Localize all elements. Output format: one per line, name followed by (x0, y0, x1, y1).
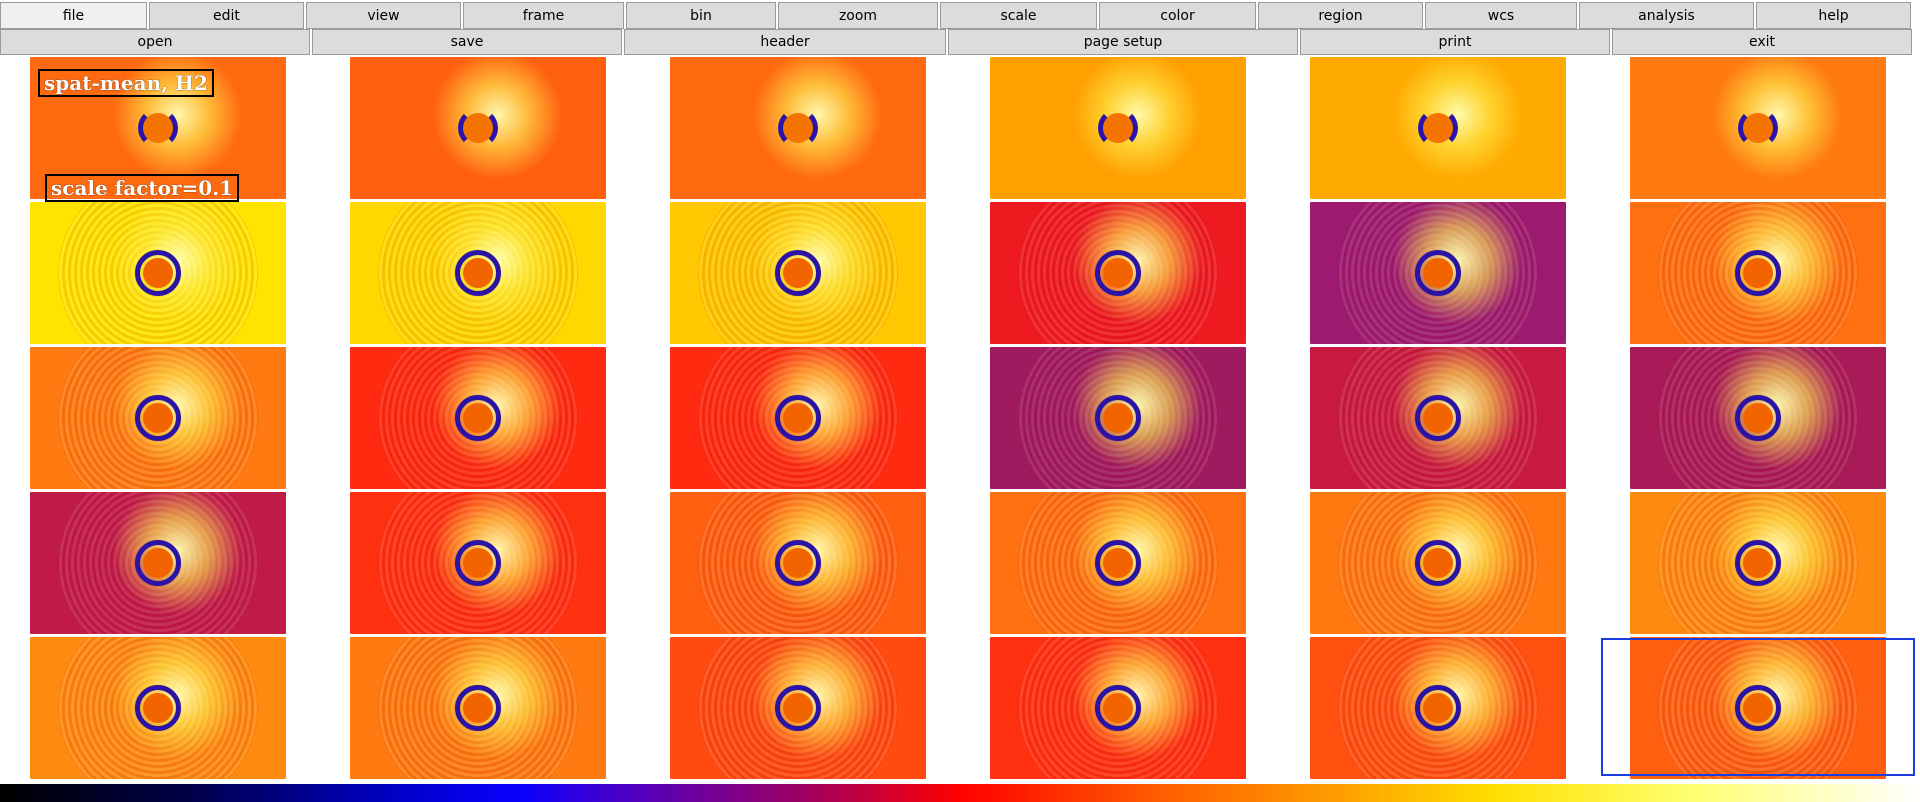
image-frame[interactable] (990, 492, 1246, 634)
menu-region[interactable]: region (1258, 2, 1423, 29)
colorbar[interactable] (0, 784, 1920, 802)
print-button[interactable]: print (1300, 29, 1610, 55)
image-frame[interactable] (990, 57, 1246, 199)
frame-title-label: spat-mean, H2 (38, 69, 214, 97)
image-frame[interactable] (1310, 492, 1566, 634)
image-frame[interactable] (1310, 637, 1566, 779)
image-frame[interactable] (30, 202, 286, 344)
image-frame[interactable] (350, 57, 606, 199)
image-frame[interactable] (350, 202, 606, 344)
image-frame[interactable] (1630, 492, 1886, 634)
menu-view[interactable]: view (306, 2, 461, 29)
menu-analysis[interactable]: analysis (1579, 2, 1754, 29)
open-button[interactable]: open (0, 29, 310, 55)
menu-help[interactable]: help (1756, 2, 1911, 29)
image-frame[interactable] (350, 637, 606, 779)
image-frame[interactable] (30, 637, 286, 779)
buttonbar: open save header page setup print exit (0, 29, 1920, 55)
image-frame[interactable] (990, 202, 1246, 344)
image-frame[interactable] (670, 347, 926, 489)
selected-frame-outline (1601, 638, 1915, 776)
menu-bin[interactable]: bin (626, 2, 776, 29)
menu-zoom[interactable]: zoom (778, 2, 938, 29)
image-frame[interactable] (1310, 347, 1566, 489)
image-frame[interactable] (350, 347, 606, 489)
scale-factor-label: scale factor=0.1 (45, 174, 240, 202)
image-frame[interactable] (350, 492, 606, 634)
image-frame[interactable] (990, 347, 1246, 489)
exit-button[interactable]: exit (1612, 29, 1912, 55)
image-frame[interactable] (30, 492, 286, 634)
menu-edit[interactable]: edit (149, 2, 304, 29)
image-frame[interactable] (670, 637, 926, 779)
image-frame[interactable] (1310, 202, 1566, 344)
image-frame[interactable] (990, 637, 1246, 779)
menubar: file edit view frame bin zoom scale color region… (0, 2, 1920, 29)
save-button[interactable]: save (312, 29, 622, 55)
image-frame[interactable] (670, 57, 926, 199)
image-frame[interactable] (670, 202, 926, 344)
image-frame[interactable] (1630, 347, 1886, 489)
image-frame[interactable] (1310, 57, 1566, 199)
image-frame[interactable] (670, 492, 926, 634)
image-frame[interactable] (1630, 637, 1886, 779)
menu-scale[interactable]: scale (940, 2, 1097, 29)
image-frame[interactable] (1630, 202, 1886, 344)
header-button[interactable]: header (624, 29, 946, 55)
menu-file[interactable]: file (0, 2, 147, 29)
image-frame[interactable] (1630, 57, 1886, 199)
menu-frame[interactable]: frame (463, 2, 624, 29)
image-frame[interactable] (30, 347, 286, 489)
menu-color[interactable]: color (1099, 2, 1256, 29)
menu-wcs[interactable]: wcs (1425, 2, 1577, 29)
page-setup-button[interactable]: page setup (948, 29, 1298, 55)
